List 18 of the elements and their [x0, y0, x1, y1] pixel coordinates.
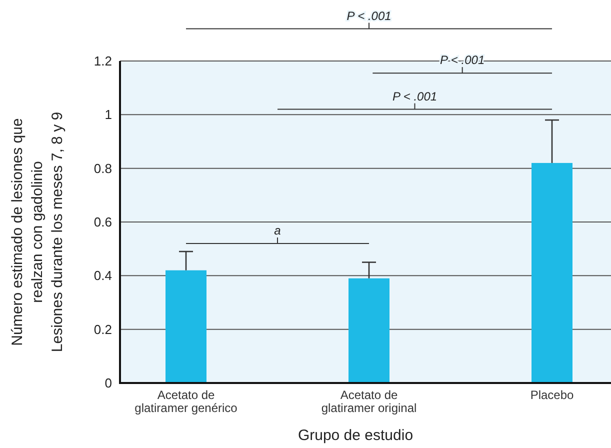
annotation: P < .001 [392, 89, 438, 104]
bar [166, 270, 206, 383]
y-tick-label: 0 [104, 376, 112, 391]
y-tick-label: 0.4 [94, 268, 112, 284]
x-tick-label: Acetato de glatiramer genérico [134, 388, 238, 415]
bar [532, 162, 572, 383]
x-tick-label: Placebo [530, 388, 574, 402]
y-tick-label: 1 [104, 107, 112, 122]
annotation: a [274, 223, 282, 238]
y-tick-label: 0.6 [94, 214, 112, 230]
x-tick-label: Acetato de glatiramer original [321, 388, 417, 415]
bar [348, 278, 390, 383]
y-tick-label: 0.2 [94, 322, 112, 337]
x-axis-title: Grupo de estudio [298, 427, 414, 444]
y-tick-label: 0.8 [94, 160, 112, 176]
y-tick-label: 1.2 [94, 54, 112, 69]
text: P < .001 [346, 8, 392, 23]
y-axis-title: Número estimado de lesiones que realzan con gadolinio Lesiones durante los meses 7, 8 y 9 [9, 112, 66, 352]
